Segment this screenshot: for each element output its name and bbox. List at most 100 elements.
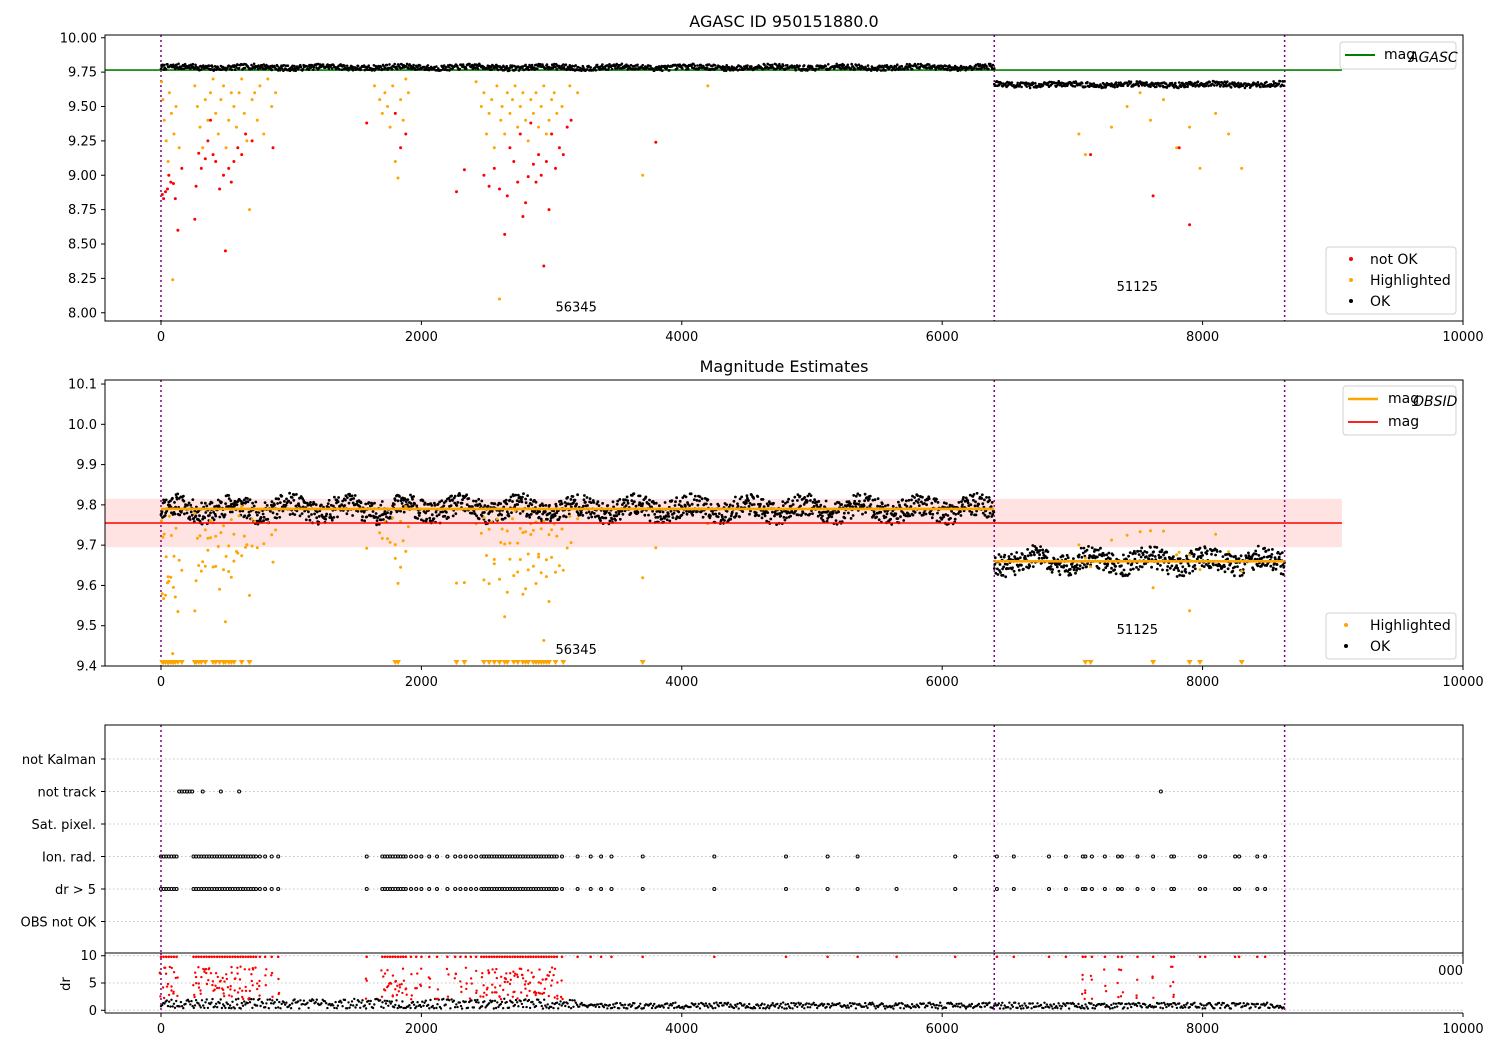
ok-point xyxy=(745,494,749,498)
ok-point xyxy=(490,501,494,505)
highlighted-point xyxy=(554,570,557,574)
dr-ok-point xyxy=(200,999,204,1002)
lower-limit-marker xyxy=(461,660,468,665)
dr-ok-point xyxy=(497,1005,500,1009)
dr-ok-point xyxy=(243,1000,246,1003)
ok-point xyxy=(611,500,615,504)
ok-point xyxy=(681,67,684,70)
ok-point xyxy=(946,514,950,517)
dr-ok-point xyxy=(312,999,315,1002)
ok-point xyxy=(284,504,288,507)
ok-point xyxy=(1035,546,1038,550)
ok-point xyxy=(1166,565,1170,568)
ok-point xyxy=(821,514,824,518)
ok-point xyxy=(1218,81,1221,84)
ok-point xyxy=(270,500,274,503)
ok-point xyxy=(1113,85,1116,89)
flag-marker xyxy=(784,854,788,859)
highlighted-point xyxy=(511,517,514,521)
ok-point xyxy=(533,498,536,502)
ok-point xyxy=(347,68,350,72)
ok-point xyxy=(288,491,291,495)
ok-point xyxy=(185,511,189,515)
highlighted-point xyxy=(534,582,538,585)
highlighted-point xyxy=(654,546,658,550)
not-ok-point xyxy=(203,157,207,161)
ok-point xyxy=(1077,555,1080,559)
ok-point xyxy=(950,504,954,508)
ok-point xyxy=(996,567,999,571)
dr-ok-point xyxy=(513,1003,517,1007)
ok-point xyxy=(527,68,531,72)
highlighted-point xyxy=(1125,105,1129,108)
ok-point xyxy=(1020,85,1023,89)
highlighted-point xyxy=(529,533,533,536)
y-tick-label: 9.6 xyxy=(76,579,97,594)
ok-point xyxy=(993,67,996,70)
ok-point xyxy=(336,515,339,519)
highlighted-point xyxy=(406,525,410,529)
ok-point xyxy=(968,493,972,497)
dr-ok-point xyxy=(367,999,370,1003)
legend-label: OK xyxy=(1370,294,1391,310)
dr-ok-point xyxy=(444,1003,447,1006)
ok-point xyxy=(1137,553,1141,556)
flag-marker xyxy=(453,887,458,891)
ok-point xyxy=(837,501,841,505)
ok-point xyxy=(536,511,539,515)
ok-point xyxy=(295,493,298,496)
ok-point xyxy=(238,509,242,513)
ok-point xyxy=(666,64,670,67)
ok-point xyxy=(1114,564,1117,568)
ok-point xyxy=(615,514,619,518)
not-ok-point xyxy=(222,173,225,177)
ok-point xyxy=(936,501,940,504)
not-ok-point xyxy=(482,173,486,177)
ok-point xyxy=(1121,84,1125,88)
highlighted-point xyxy=(211,565,215,569)
dr-ok-point xyxy=(203,1006,206,1010)
ok-point xyxy=(917,504,921,507)
ok-point xyxy=(1095,548,1098,552)
ok-point xyxy=(266,517,270,521)
ok-point xyxy=(564,63,568,66)
ok-point xyxy=(1033,545,1037,548)
ok-point xyxy=(780,66,784,69)
dr-ok-point xyxy=(332,1004,335,1007)
ok-point xyxy=(1053,81,1057,85)
lower-limit-marker xyxy=(1087,660,1094,665)
y-tick-label: 9.4 xyxy=(76,660,97,675)
highlighted-point xyxy=(227,570,231,573)
ok-point xyxy=(549,519,552,523)
highlighted-point xyxy=(206,118,210,122)
y-tick-label: 9.8 xyxy=(76,498,97,513)
ok-point xyxy=(1001,574,1005,577)
dr-ok-point xyxy=(460,1007,464,1010)
x-tick-label: 4000 xyxy=(665,675,698,690)
ok-point xyxy=(766,504,770,508)
ok-point xyxy=(1172,555,1175,558)
ok-point xyxy=(709,514,712,518)
ok-point xyxy=(861,512,864,516)
dr-ok-point xyxy=(442,997,445,1001)
ok-point xyxy=(384,67,387,70)
dr-ok-point xyxy=(436,1003,439,1006)
ok-point xyxy=(436,502,440,506)
ok-point xyxy=(569,498,573,501)
legend-label: Highlighted xyxy=(1370,618,1451,634)
ok-point xyxy=(1260,556,1264,560)
ok-point xyxy=(590,515,594,519)
ok-point xyxy=(985,496,988,499)
dr-ok-point xyxy=(192,1006,195,1010)
flag-marker xyxy=(190,789,195,794)
legend-marker xyxy=(1344,644,1348,648)
flag-marker xyxy=(825,854,830,859)
ok-point xyxy=(377,67,381,71)
ok-point xyxy=(270,68,274,72)
highlighted-point xyxy=(1188,125,1192,129)
dr-ok-point xyxy=(175,999,178,1003)
ok-point xyxy=(846,503,850,507)
legend-label-subscript: AGASC xyxy=(1408,50,1458,66)
ok-point xyxy=(1006,567,1010,570)
highlighted-point xyxy=(222,84,225,88)
